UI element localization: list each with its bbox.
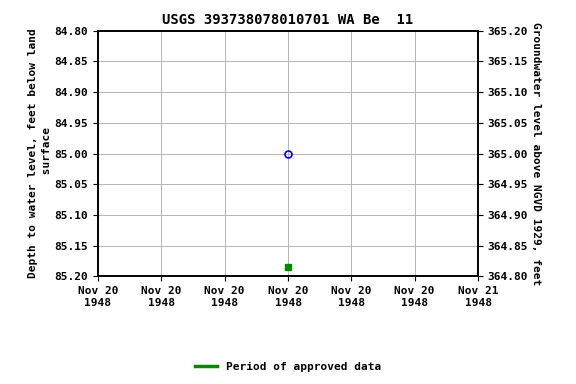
Title: USGS 393738078010701 WA Be  11: USGS 393738078010701 WA Be 11 — [162, 13, 414, 27]
Legend: Period of approved data: Period of approved data — [191, 358, 385, 377]
Y-axis label: Groundwater level above NGVD 1929, feet: Groundwater level above NGVD 1929, feet — [531, 22, 541, 285]
Y-axis label: Depth to water level, feet below land
 surface: Depth to water level, feet below land su… — [28, 29, 52, 278]
